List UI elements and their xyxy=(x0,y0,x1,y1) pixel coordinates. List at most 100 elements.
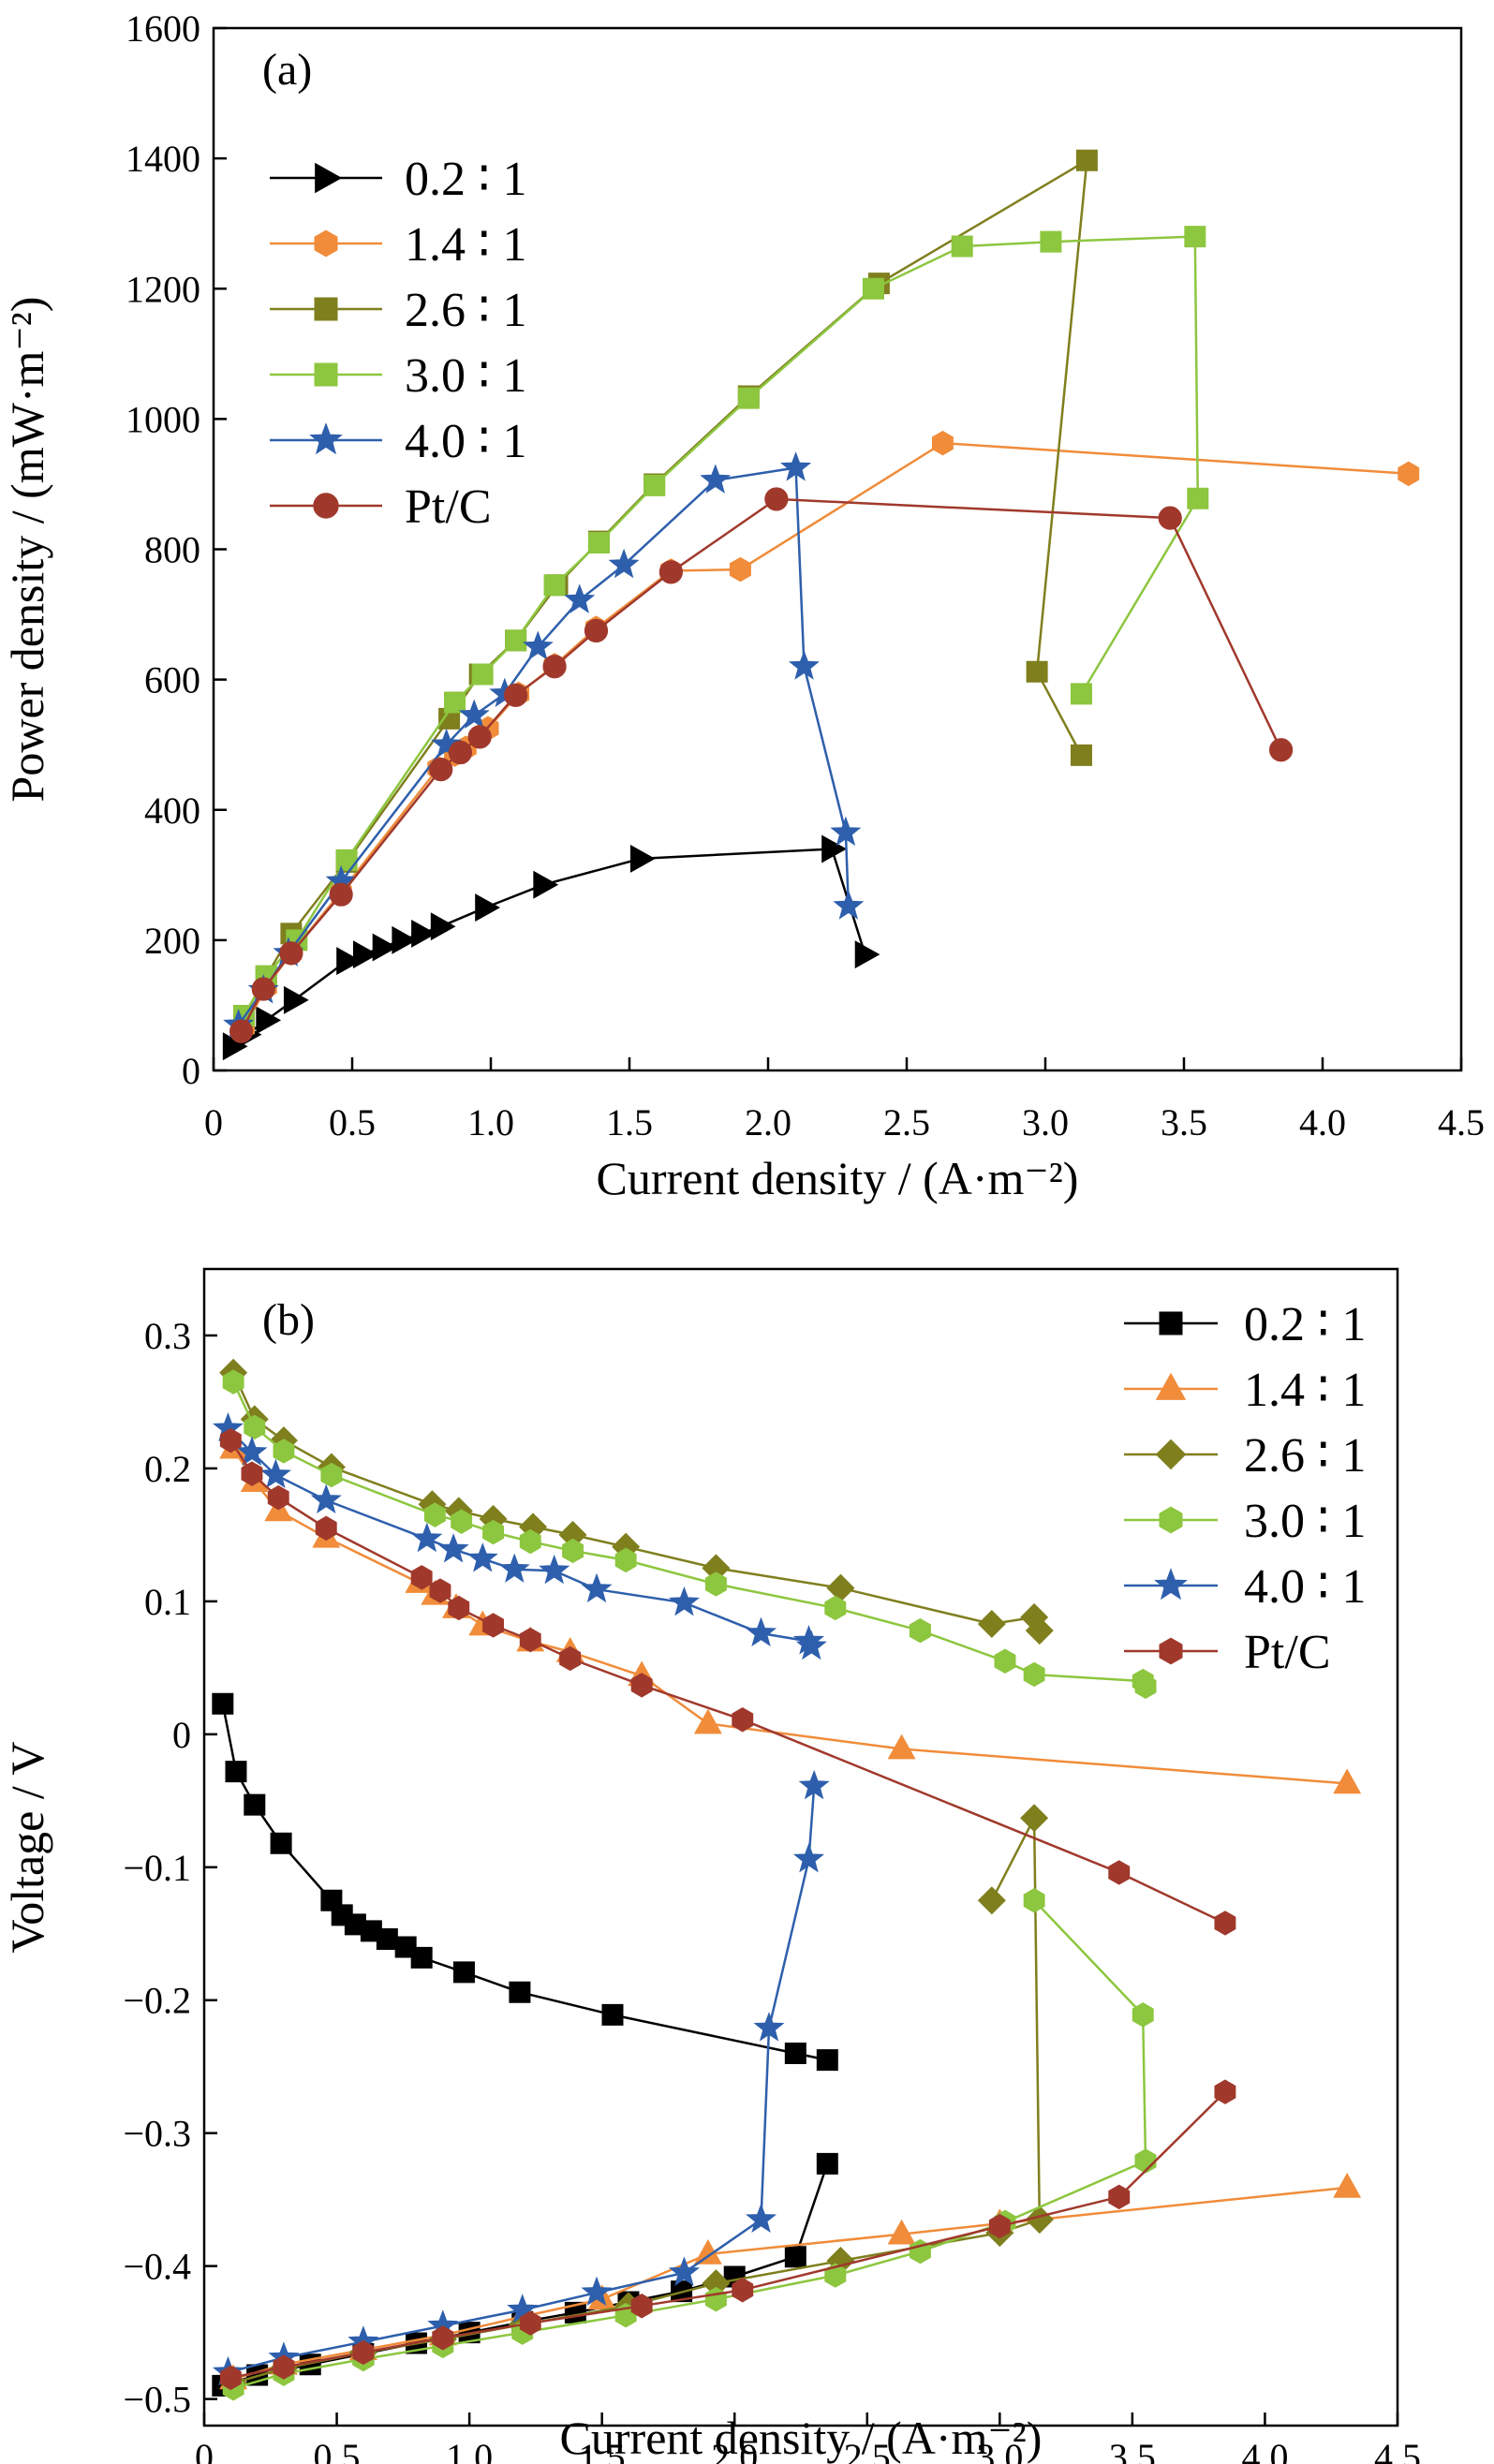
panel-b-data-point xyxy=(320,1462,343,1488)
panel-a-data-point xyxy=(1187,487,1209,509)
panel-b-data-point xyxy=(816,2152,838,2175)
panel-a-data-point xyxy=(643,474,666,496)
panel-b-data-point xyxy=(630,1673,653,1698)
panel-a-data-point xyxy=(283,985,309,1014)
panel-b-data-point xyxy=(746,2203,777,2234)
panel-b-data-point xyxy=(1025,1616,1054,1645)
panel-a-data-point xyxy=(737,387,760,409)
panel-b-data-point xyxy=(704,2286,727,2312)
panel-b-data-point xyxy=(225,1761,247,1783)
panel-a-data-point xyxy=(1398,461,1420,487)
panel-b-data-point xyxy=(704,1571,727,1597)
panel-a-x-tick-label: 2.5 xyxy=(883,1101,930,1143)
panel-b-data-point xyxy=(482,1519,504,1545)
panel-b-y-tick-label: −0.4 xyxy=(123,2246,191,2288)
panel-b-series-line xyxy=(229,1439,1226,1925)
panel-b-data-point xyxy=(784,2043,806,2065)
panel-a-series-line xyxy=(240,497,1282,1032)
panel-a-data-point xyxy=(764,487,789,511)
panel-a-data-point xyxy=(372,933,398,962)
panel-a-data-point xyxy=(458,699,490,729)
panel-b-data-point xyxy=(753,2012,785,2042)
panel-b-y-axis-title: Voltage / V xyxy=(1,1742,53,1954)
panel-b-data-point xyxy=(614,1547,637,1573)
panel-b-data-point xyxy=(887,2219,916,2245)
panel-b-data-point xyxy=(519,1627,541,1653)
panel-b-data-point xyxy=(826,1573,855,1602)
panel-a-data-point xyxy=(444,691,466,714)
panel-b-data-point xyxy=(1214,2079,1236,2104)
panel-a-legend-label: 0.2 ∶ 1 xyxy=(405,153,527,206)
panel-b-legend-label: 4.0 ∶ 1 xyxy=(1244,1560,1367,1614)
panel-a-data-point xyxy=(411,919,436,948)
panel-a-power-density: 0 0.5 1.0 1.5 2.0 2.5 3.0 3.5 4.0 4.5 0 200 400 600 80… xyxy=(1,7,1485,1204)
panel-a-legend-label: 2.6 ∶ 1 xyxy=(405,284,527,337)
panel-a-data-point xyxy=(475,893,500,922)
panel-b-data-point xyxy=(509,1981,531,2003)
panel-b-data-point xyxy=(410,1946,433,1969)
panel-a-data-point xyxy=(862,277,884,300)
panel-b-legend-marker xyxy=(1155,1372,1187,1400)
panel-a-data-point xyxy=(471,663,494,686)
panel-b-data-point xyxy=(792,1842,825,1873)
panel-b-data-point xyxy=(1023,1888,1045,1913)
panel-b-plot-frame xyxy=(202,1267,1399,2427)
panel-b-data-point xyxy=(1132,2002,1154,2028)
panel-b-data-point xyxy=(432,2325,454,2351)
panel-a-y-tick-label: 1000 xyxy=(126,398,200,440)
panel-a-data-point xyxy=(279,941,303,966)
panel-a-legend-marker xyxy=(309,422,343,455)
panel-b-x-tick-label: 4.0 xyxy=(1241,2436,1288,2464)
panel-a-data-point xyxy=(1184,226,1206,248)
panel-b-x-tick-label: 0.5 xyxy=(314,2436,361,2464)
panel-b-data-point xyxy=(1214,1911,1236,1936)
panel-b-data-point xyxy=(1108,1860,1131,1885)
panel-a-data-point xyxy=(629,844,656,873)
panel-b-data-point xyxy=(376,1927,398,1950)
panel-a-x-tick-label: 3.5 xyxy=(1161,1101,1207,1143)
panel-b-data-point xyxy=(452,1961,475,1984)
panel-b-legend-label: 0.2 ∶ 1 xyxy=(1244,1298,1367,1351)
panel-a-series-0 xyxy=(222,834,880,1061)
panel-b-x-tick-label: 2.5 xyxy=(844,2436,891,2464)
panel-b-x-tick-label: 1.0 xyxy=(446,2436,493,2464)
panel-b-legend-marker xyxy=(1159,1637,1183,1665)
panel-a-data-point xyxy=(584,618,609,643)
panel-a-data-point xyxy=(392,925,418,954)
panel-b-series-line xyxy=(990,1817,1042,2221)
panel-a-data-point xyxy=(951,235,973,258)
panel-a-data-point xyxy=(251,977,275,1001)
panel-b-data-point xyxy=(909,1617,931,1644)
panel-b-x-tick-label: 1.5 xyxy=(579,2436,626,2464)
panel-b-legend-label: Pt/C xyxy=(1244,1626,1331,1679)
panel-a-x-axis-title: Current density / (A·m⁻²) xyxy=(597,1152,1079,1204)
panel-b-data-point xyxy=(798,1769,830,1800)
panel-b-data-point xyxy=(1020,1804,1049,1833)
panel-a-data-point xyxy=(821,834,847,863)
panel-a-data-point xyxy=(431,728,463,759)
panel-a-legend-label: 1.4 ∶ 1 xyxy=(405,218,527,272)
panel-b-series-1 xyxy=(219,1433,1362,2390)
panel-b-data-point xyxy=(315,1515,337,1542)
panel-b-data-point xyxy=(244,1793,266,1816)
panel-a-data-point xyxy=(329,882,353,907)
panel-a-plot-frame xyxy=(212,26,1463,1072)
panel-b-data-point xyxy=(466,1542,498,1572)
panel-b-data-point xyxy=(429,1578,451,1603)
panel-a-data-point xyxy=(335,848,358,871)
panel-b-series-2 xyxy=(219,1358,1054,2398)
panel-a-legend-label: 3.0 ∶ 1 xyxy=(405,349,527,403)
panel-b-data-point xyxy=(977,1886,1006,1915)
panel-a-data-point xyxy=(608,548,640,579)
panel-b-y-tick-label: 0 xyxy=(172,1714,191,1756)
panel-a-x-tick-label: 1.0 xyxy=(467,1101,514,1143)
panel-a-legend-marker xyxy=(314,229,338,258)
panel-a-y-tick-label: 600 xyxy=(144,659,200,701)
panel-b-data-point xyxy=(668,2256,700,2286)
panel-b-data-point xyxy=(795,1630,827,1660)
panel-b-y-tick-label: −0.2 xyxy=(123,1980,191,2022)
panel-b-data-point xyxy=(519,1528,541,1555)
panel-b-x-tick-label: 0 xyxy=(195,2436,214,2464)
panel-b-y-tick-label: −0.1 xyxy=(123,1847,191,1889)
panel-b-data-point xyxy=(222,1369,244,1394)
